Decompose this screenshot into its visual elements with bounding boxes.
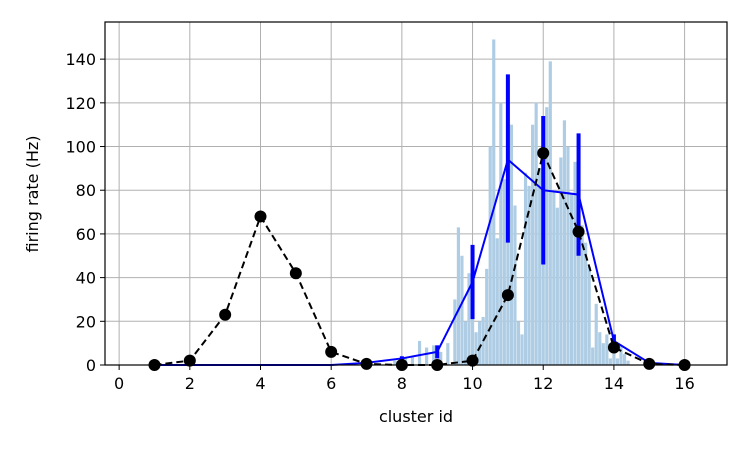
y-tick-label: 100 <box>65 138 96 157</box>
histogram-bar <box>513 205 517 365</box>
y-tick-label: 20 <box>76 312 96 331</box>
histogram-bar <box>492 39 496 365</box>
histogram-bar <box>410 356 415 365</box>
histogram-bar <box>569 194 574 365</box>
histogram-bar <box>580 225 584 365</box>
x-axis-label: cluster id <box>379 407 453 426</box>
y-tick-label: 0 <box>86 356 96 375</box>
histogram-bar <box>612 343 616 365</box>
histogram-bar <box>605 334 609 365</box>
histogram-bar <box>499 102 503 365</box>
histogram-bar <box>562 120 567 365</box>
histogram-bar <box>573 161 577 365</box>
histogram-bar <box>488 146 492 365</box>
x-tick-label: 10 <box>462 374 482 393</box>
histogram-bar <box>432 345 436 365</box>
histogram-bar <box>506 172 510 365</box>
histogram-bar <box>502 179 506 365</box>
x-tick-label: 12 <box>533 374 553 393</box>
histogram-bar <box>601 343 605 365</box>
histogram-bar <box>485 268 489 365</box>
histogram-bar <box>587 266 591 365</box>
y-tick-label: 80 <box>76 181 96 200</box>
histogram-bar <box>417 340 422 365</box>
x-tick-label: 0 <box>114 374 124 393</box>
histogram-bar <box>619 345 623 365</box>
axes: 0 2 4 6 8 10 12 14 16 0 20 40 60 80 100 120 140 <box>65 21 728 393</box>
histogram-bar <box>439 351 443 365</box>
histogram-bar <box>555 207 559 365</box>
histogram-bar <box>456 227 460 365</box>
x-tick-label: 8 <box>397 374 407 393</box>
histogram-bar <box>463 321 468 365</box>
histogram-bar <box>393 360 397 365</box>
black-marker-point <box>219 308 232 321</box>
histogram-bar <box>531 124 535 366</box>
histogram-bar <box>594 303 598 365</box>
x-tick-label: 14 <box>604 374 624 393</box>
histogram-bar <box>548 61 552 366</box>
histogram-bar <box>608 358 612 365</box>
histogram-bar <box>538 168 542 365</box>
histogram-bar <box>622 354 627 365</box>
histogram-bar <box>520 334 524 365</box>
histogram-bar <box>545 107 549 365</box>
x-tick-label: 2 <box>185 374 195 393</box>
histogram-bar <box>509 124 514 366</box>
x-tick-label: 6 <box>326 374 336 393</box>
black-marker-point <box>572 225 585 238</box>
histogram-bar <box>534 102 538 365</box>
histogram-bar <box>626 360 630 365</box>
black-marker-point <box>254 210 267 223</box>
histogram-bar <box>425 347 429 365</box>
y-tick-label: 40 <box>76 269 96 288</box>
histogram-bar <box>527 185 531 365</box>
black-marker-point <box>607 341 620 354</box>
histogram-bar <box>584 242 588 365</box>
black-marker-point <box>466 354 479 367</box>
histogram-bar <box>446 343 450 365</box>
histogram-bar <box>467 273 471 365</box>
y-tick-label: 60 <box>76 225 96 244</box>
black-marker-point <box>643 357 656 370</box>
histogram-bar <box>495 238 499 365</box>
histogram-bar <box>453 299 457 365</box>
histogram-bar <box>552 190 556 365</box>
histogram-bar <box>598 332 602 365</box>
x-tick-label: 4 <box>255 374 265 393</box>
y-tick-label: 120 <box>65 94 96 113</box>
black-marker-point <box>289 267 302 280</box>
histogram-bar <box>523 172 528 365</box>
black-marker-point <box>360 357 373 370</box>
y-axis-label: firing rate (Hz) <box>23 136 42 253</box>
histogram-bar <box>541 207 545 365</box>
histogram-bar <box>478 321 482 365</box>
histogram-bar <box>516 321 521 365</box>
grid <box>105 22 727 366</box>
y-tick-label: 140 <box>65 50 96 69</box>
histogram-bar <box>470 303 475 365</box>
black-marker-point <box>325 345 338 358</box>
black-marker-point <box>537 147 550 160</box>
histogram-bar <box>559 157 563 365</box>
histogram-bar <box>591 347 595 365</box>
histogram-bar <box>460 255 464 365</box>
histogram-bar <box>615 358 620 365</box>
x-tick-label: 16 <box>674 374 694 393</box>
black-marker-point <box>183 354 196 367</box>
black-marker-point <box>501 289 514 302</box>
histogram-bar <box>566 146 570 365</box>
axes-frame <box>104 21 728 366</box>
histogram-bar <box>474 332 478 365</box>
